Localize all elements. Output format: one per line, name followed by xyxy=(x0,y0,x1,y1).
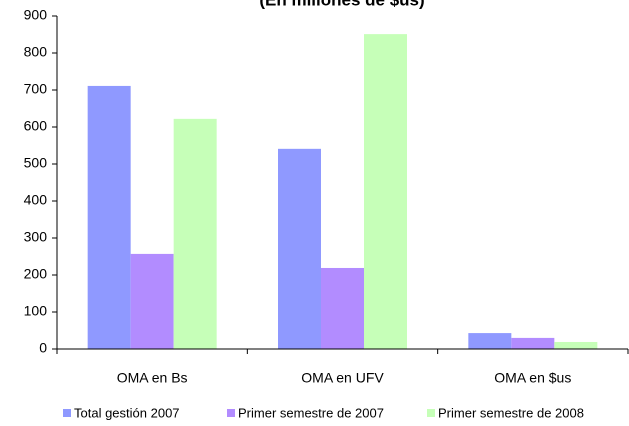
legend-swatch xyxy=(227,409,235,417)
y-tick-label: 500 xyxy=(24,155,48,171)
y-tick-label: 600 xyxy=(24,118,48,134)
legend-label: Total gestión 2007 xyxy=(74,405,180,420)
bar xyxy=(364,34,407,349)
bar xyxy=(278,148,321,349)
bar xyxy=(87,85,131,350)
bar xyxy=(554,341,598,349)
y-tick-label: 400 xyxy=(24,192,48,208)
bar xyxy=(321,267,364,349)
legend-swatch xyxy=(63,409,71,417)
x-tick-label: OMA en $us xyxy=(494,370,571,386)
bar xyxy=(511,337,555,349)
legend-swatch xyxy=(427,409,435,417)
y-tick-label: 700 xyxy=(24,81,48,97)
y-tick-label: 200 xyxy=(24,266,48,282)
bar xyxy=(468,333,512,349)
y-tick-label: 900 xyxy=(24,7,48,23)
legend-label: Primer semestre de 2007 xyxy=(238,405,384,420)
chart-title: (En millones de $us) xyxy=(259,0,424,9)
y-tick-label: 100 xyxy=(24,303,48,319)
bar xyxy=(173,118,217,349)
y-tick-label: 0 xyxy=(39,340,47,356)
y-tick-label: 800 xyxy=(24,44,48,60)
y-tick-label: 300 xyxy=(24,229,48,245)
bar xyxy=(130,253,174,349)
x-tick-label: OMA en UFV xyxy=(301,370,384,386)
legend-label: Primer semestre de 2008 xyxy=(438,405,584,420)
x-tick-label: OMA en Bs xyxy=(117,370,188,386)
